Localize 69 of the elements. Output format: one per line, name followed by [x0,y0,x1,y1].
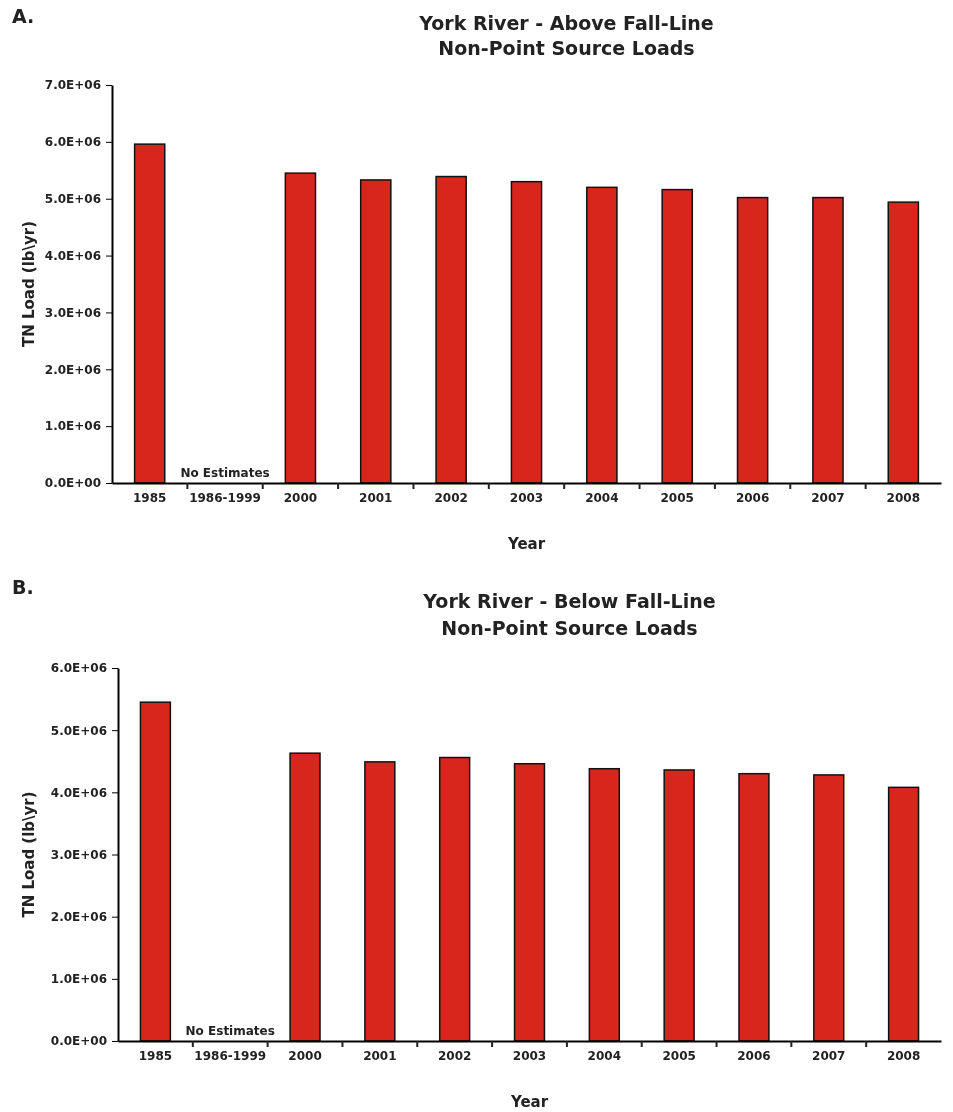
x-tick-label: 2001 [359,490,393,505]
x-axis-title: Year [509,1093,549,1111]
x-tick-label: 2007 [812,1048,846,1063]
y-tick-label: 6.0E+06 [50,661,107,676]
x-tick-label: 1986-1999 [189,490,261,505]
text: B. [12,576,34,598]
bar [887,786,920,1042]
bar [588,767,621,1042]
x-tick-label: 2000 [288,1048,322,1063]
bar [887,201,920,484]
y-tick-label: 1.0E+06 [44,419,101,434]
bar [435,175,467,484]
x-tick-label: 2003 [512,1048,547,1063]
y-tick-label: 2.0E+06 [44,362,101,377]
x-tick-label: 1985 [138,1048,173,1063]
y-tick-label: 0.0E+00 [44,476,101,491]
bar [661,188,694,484]
bar [513,762,546,1042]
bar [812,196,844,484]
y-tick-label: 3.0E+06 [50,847,107,862]
bar [133,143,166,484]
y-tick-label: 4.0E+06 [50,785,107,800]
y-axis-title: TN Load (lb\yr) [20,791,38,918]
y-tick-label: 1.0E+06 [50,972,107,987]
y-axis-title: TN Load (lb\yr) [20,220,38,348]
bar [284,172,317,484]
chart-title: York River - Above Fall-Line [418,12,714,34]
x-tick-label: 2006 [735,490,770,505]
x-tick-label: 2001 [363,1048,397,1063]
annotation: No Estimates [180,466,270,480]
x-tick-label: 2000 [283,490,318,505]
y-tick-label: 7.0E+06 [44,78,101,93]
y-tick-label: 2.0E+06 [50,910,107,925]
y-tick-label: 3.0E+06 [44,305,101,320]
bar [736,196,769,484]
bar [663,769,695,1042]
x-tick-label: 2004 [587,1048,622,1063]
x-axis-title: Year [506,535,546,553]
x-tick-label: 2005 [662,1048,696,1063]
bar [813,774,845,1042]
y-tick-label: 0.0E+00 [50,1034,107,1049]
y-tick-label: 4.0E+06 [44,248,101,263]
x-tick-label: 2002 [434,490,468,505]
bar [359,179,392,484]
bar [586,186,618,484]
x-tick-label: 2005 [660,490,694,505]
chart-subtitle: Non-Point Source Loads [438,37,695,59]
y-tick-label: 5.0E+06 [44,192,101,207]
bar [510,180,543,484]
x-tick-label: 2002 [437,1048,472,1063]
x-tick-label: 2006 [737,1048,771,1063]
bar [289,752,321,1042]
chart-title: York River - Below Fall-Line [422,590,716,612]
x-tick-label: 1985 [132,490,167,505]
chart-subtitle: Non-Point Source Loads [441,617,698,639]
x-tick-label: 1986-1999 [194,1048,267,1063]
text: A. [12,5,35,27]
x-tick-label: 2003 [509,490,544,505]
bar [438,756,471,1042]
bar [738,772,770,1042]
x-tick-label: 2008 [886,490,921,505]
x-tick-label: 2007 [811,490,845,505]
y-tick-label: 5.0E+06 [50,723,107,738]
bar [139,701,172,1042]
x-tick-label: 2008 [886,1048,921,1063]
bar [364,761,396,1042]
y-tick-label: 6.0E+06 [44,135,101,150]
x-tick-label: 2004 [585,490,619,505]
annotation: No Estimates [185,1024,275,1038]
